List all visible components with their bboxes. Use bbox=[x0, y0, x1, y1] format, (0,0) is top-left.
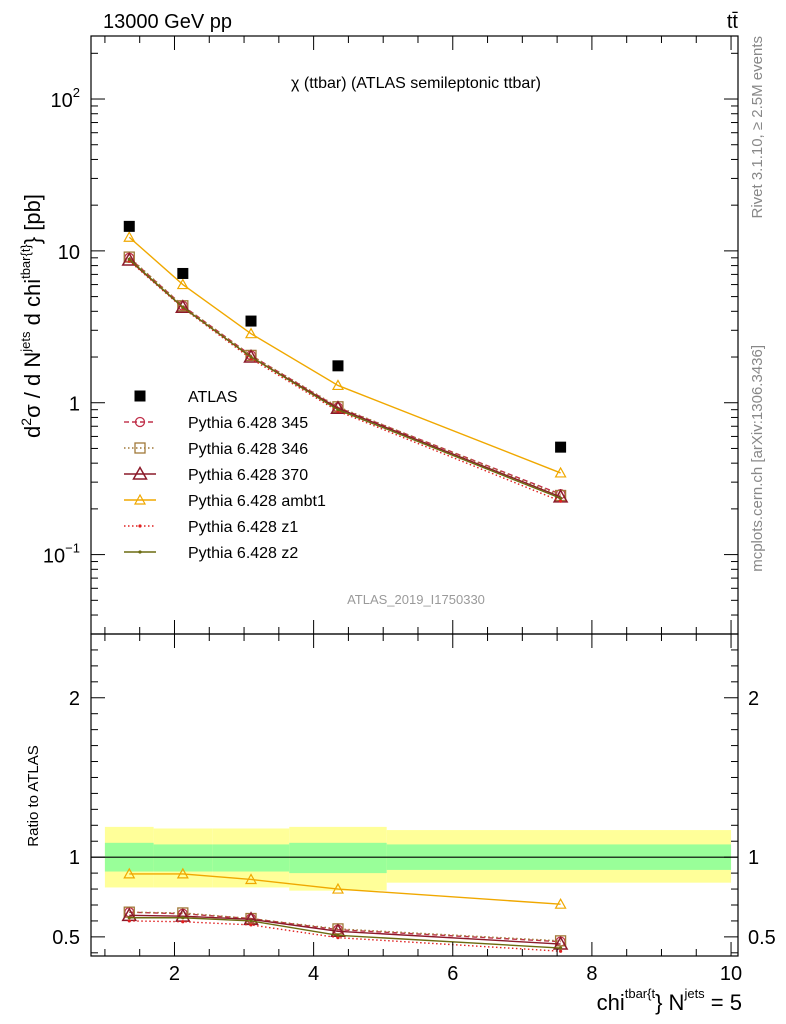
ratio-band-green-3 bbox=[289, 842, 387, 874]
series-6-point-0 bbox=[127, 257, 131, 261]
atlas-data-point-1 bbox=[177, 267, 189, 279]
ratio-y-tick-label-right: 2 bbox=[748, 688, 759, 710]
main-y-tick-label: 10−1 bbox=[43, 541, 80, 568]
svg-text:d2σ / d Njets d chitbar{t}} [p: d2σ / d Njets d chitbar{t}} [pb] bbox=[18, 194, 45, 438]
series-6-point-3 bbox=[336, 408, 340, 412]
atlas-data-point-0 bbox=[123, 220, 135, 232]
ratio-series-line-3 bbox=[129, 873, 561, 905]
ratio-y-axis-label: Ratio to ATLAS bbox=[25, 745, 42, 846]
series-4-point-0 bbox=[123, 230, 136, 242]
series-6-point-1 bbox=[181, 305, 185, 309]
legend-label-6: Pythia 6.428 z2 bbox=[188, 545, 298, 562]
ratio-y-tick-label-right: 1 bbox=[748, 847, 759, 869]
series-line-3 bbox=[128, 259, 561, 498]
ratio-y-tick-label: 0.5 bbox=[52, 927, 80, 949]
main-y-tick-label: 102 bbox=[51, 85, 80, 112]
series-3-point-0 bbox=[121, 252, 138, 266]
series-4-point-1 bbox=[176, 278, 189, 290]
legend-label-0: ATLAS bbox=[188, 389, 238, 406]
x-tick-label: 8 bbox=[586, 963, 597, 985]
ratio-y-tick-label-right: 0.5 bbox=[748, 927, 776, 949]
svg-text:chitbar{t} Njets = 5: chitbar{t} Njets = 5 bbox=[597, 986, 742, 1015]
legend-label-4: Pythia 6.428 ambt1 bbox=[188, 493, 326, 510]
ratio-series-3-point-0 bbox=[123, 867, 136, 879]
series-line-5 bbox=[128, 260, 561, 502]
series-6-point-2 bbox=[249, 355, 253, 359]
ratio-series-5-point-4 bbox=[558, 946, 563, 950]
series-line-4 bbox=[128, 236, 561, 474]
ratio-series-line-4 bbox=[129, 920, 561, 952]
main-y-tick-label: 1 bbox=[69, 394, 80, 416]
legend-marker-0 bbox=[134, 390, 146, 402]
process-label: tt̄ bbox=[727, 11, 739, 33]
main-y-tick-label: 10 bbox=[58, 242, 80, 264]
ratio-panel: 0.5 0.5 1 1 2 2 2 4 6 8 10 Ratio to ATLAS chitbar{… bbox=[25, 633, 776, 1015]
ratio-series-4-point-3 bbox=[336, 936, 340, 940]
main-y-axis-label: d2σ / d Njets d chitbar{t}} [pb] bbox=[18, 194, 45, 438]
ratio-series-1-point-4 bbox=[554, 935, 567, 947]
ratio-band-green-1 bbox=[153, 844, 213, 872]
ratio-series-5-point-2 bbox=[249, 919, 253, 923]
ratio-series-5-point-1 bbox=[181, 916, 185, 920]
ratio-series-4-point-2 bbox=[249, 923, 253, 927]
series-line-6 bbox=[128, 258, 561, 499]
series-4-point-4 bbox=[554, 466, 567, 478]
legend-marker-6 bbox=[138, 550, 142, 554]
legend-marker-2 bbox=[134, 442, 146, 454]
ratio-series-3-point-1 bbox=[176, 867, 189, 879]
legend-marker-5 bbox=[138, 524, 142, 528]
legend-label-1: Pythia 6.428 345 bbox=[188, 415, 308, 432]
energy-label: 13000 GeV pp bbox=[103, 11, 232, 33]
atlas-data-point-4 bbox=[555, 441, 567, 453]
x-tick-label: 6 bbox=[447, 963, 458, 985]
series-3-point-1 bbox=[175, 299, 191, 314]
mcplots-label: mcplots.cern.ch [arXiv:1306.3436] bbox=[749, 345, 766, 572]
series-4-point-2 bbox=[244, 327, 258, 339]
x-axis-label: chitbar{t} Njets = 5 bbox=[597, 986, 742, 1015]
ratio-series-3-point-3 bbox=[331, 882, 344, 894]
ratio-series-4-point-4 bbox=[558, 949, 563, 953]
ratio-y-tick-label: 1 bbox=[69, 847, 80, 869]
ratio-band-green-2 bbox=[212, 844, 290, 872]
legend-marker-1 bbox=[134, 416, 146, 428]
ratio-series-5-point-0 bbox=[127, 916, 131, 920]
ratio-series-5-point-3 bbox=[336, 933, 340, 937]
atlas-data-point-3 bbox=[332, 360, 344, 372]
x-tick-label: 10 bbox=[720, 963, 742, 985]
ratio-y-tick-label: 2 bbox=[69, 688, 80, 710]
ratio-series-3-point-2 bbox=[244, 873, 258, 885]
ratio-series-line-0 bbox=[129, 911, 561, 943]
atlas-data-point-2 bbox=[245, 315, 257, 327]
legend-marker-4 bbox=[133, 493, 147, 505]
x-tick-label: 4 bbox=[308, 963, 319, 985]
analysis-watermark: ATLAS_2019_I1750330 bbox=[347, 592, 485, 607]
series-5-point-4 bbox=[558, 499, 563, 503]
main-plot-title: χ (ttbar) (ATLAS semileptonic ttbar) bbox=[291, 75, 541, 92]
ratio-series-4-point-1 bbox=[181, 920, 185, 924]
x-tick-label: 2 bbox=[169, 963, 180, 985]
legend-marker-3 bbox=[132, 465, 148, 480]
ratio-plot-frame bbox=[90, 633, 739, 957]
series-4-point-3 bbox=[331, 379, 344, 391]
legend-label-3: Pythia 6.428 370 bbox=[188, 467, 308, 484]
series-6-point-4 bbox=[558, 496, 563, 500]
ratio-series-4-point-0 bbox=[127, 919, 131, 923]
legend-label-5: Pythia 6.428 z1 bbox=[188, 519, 298, 536]
main-panel: 10 1 102 10−1 ATLAS Pythia 6.428 345 Pythia 6.… bbox=[18, 35, 739, 635]
ratio-series-3-point-4 bbox=[554, 897, 567, 909]
series-line-2 bbox=[128, 256, 561, 497]
rivet-version-label: Rivet 3.1.10, ≥ 2.5M events bbox=[749, 36, 766, 219]
legend-label-2: Pythia 6.428 346 bbox=[188, 441, 308, 458]
